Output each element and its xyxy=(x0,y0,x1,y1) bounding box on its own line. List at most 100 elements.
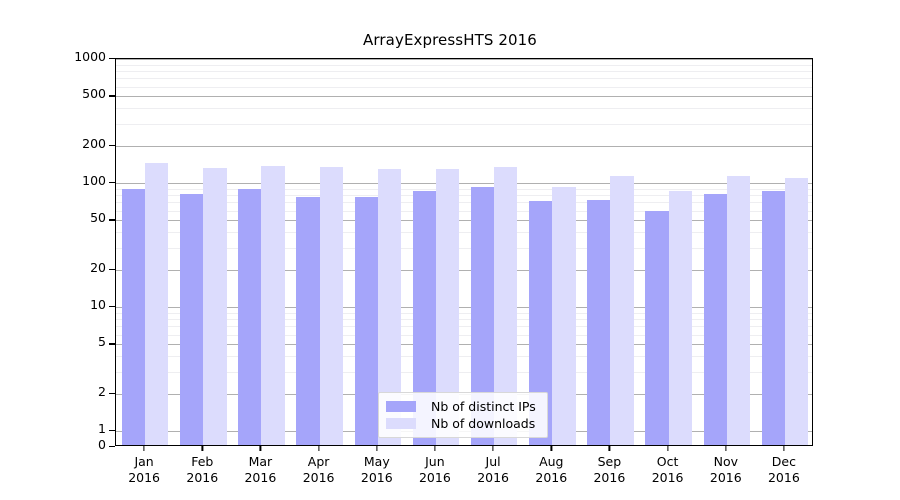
gridline-minor xyxy=(116,71,812,72)
legend-label-ips: Nb of distinct IPs xyxy=(431,399,536,414)
bar-distinct-ips xyxy=(529,201,553,445)
y-tick-label: 1000 xyxy=(74,49,106,64)
legend-swatch-ips xyxy=(386,401,416,412)
bar-downloads xyxy=(552,187,576,445)
plot-area xyxy=(115,58,813,446)
x-tick-mark xyxy=(201,446,203,451)
x-axis-tick: Sep 2016 xyxy=(593,446,625,486)
bar-distinct-ips xyxy=(645,211,669,445)
gridline-minor xyxy=(116,195,812,196)
x-tick-label-month: Dec xyxy=(771,454,796,469)
x-tick-label-month: Apr xyxy=(307,454,330,469)
y-tick-label: 50 xyxy=(90,210,106,226)
gridline-minor xyxy=(116,232,812,234)
x-tick-label-year: 2016 xyxy=(186,470,219,485)
y-tick-label: 500 xyxy=(82,86,106,102)
legend-swatch-downloads xyxy=(386,418,416,429)
bar-distinct-ips xyxy=(587,200,611,445)
bar-distinct-ips xyxy=(180,193,204,445)
bar-downloads xyxy=(726,175,751,445)
x-axis-tick: Jan 2016 xyxy=(128,446,160,486)
x-tick-mark xyxy=(376,446,378,451)
gridline-minor xyxy=(116,326,812,328)
x-axis-tick: Nov 2016 xyxy=(710,446,742,486)
bar-distinct-ips xyxy=(470,187,495,445)
y-tick-mark xyxy=(109,392,115,395)
x-tick-mark xyxy=(550,446,552,451)
y-tick-mark xyxy=(109,95,115,97)
x-tick-label-month: Jul xyxy=(485,454,501,469)
gridline-minor xyxy=(116,356,812,358)
x-tick-mark xyxy=(259,446,262,451)
y-tick-label: 5 xyxy=(98,334,106,350)
legend-label-downloads: Nb of downloads xyxy=(431,416,536,431)
x-tick-label-year: 2016 xyxy=(767,470,800,485)
y-tick-mark xyxy=(109,219,115,221)
x-tick-mark xyxy=(783,446,785,451)
x-tick-label-month: Oct xyxy=(656,454,679,469)
bar-downloads xyxy=(494,166,518,445)
gridline-minor xyxy=(116,202,812,204)
bar-downloads xyxy=(610,175,634,445)
x-axis: Jan 2016 Feb 2016 Mar 2016 Apr 2016 May 2016 Jun 20… xyxy=(115,446,813,500)
x-tick-label-year: 2016 xyxy=(244,470,277,485)
y-tick-mark xyxy=(109,182,115,184)
x-axis-tick: Jul 2016 xyxy=(477,446,509,486)
gridline-major xyxy=(116,183,812,184)
x-axis-tick: Aug 2016 xyxy=(535,446,567,486)
x-tick-mark xyxy=(608,446,611,451)
x-tick-mark xyxy=(725,446,727,451)
x-axis-tick: May 2016 xyxy=(361,446,393,486)
y-tick-label: 100 xyxy=(82,173,106,188)
x-tick-label-month: Feb xyxy=(191,454,214,469)
bar-distinct-ips xyxy=(354,197,378,445)
gridline-major xyxy=(116,269,812,271)
gridline-minor xyxy=(116,108,812,110)
legend-item-ips: Nb of distinct IPs xyxy=(386,398,539,415)
gridline-minor xyxy=(116,319,812,320)
bar-distinct-ips xyxy=(412,191,436,445)
gridline-major xyxy=(116,307,812,308)
bar-downloads xyxy=(377,169,402,445)
gridline-minor xyxy=(116,64,812,66)
bar-distinct-ips xyxy=(296,197,320,445)
x-tick-label-month: May xyxy=(363,454,390,469)
bar-downloads xyxy=(261,165,285,445)
gridline-major xyxy=(116,344,812,346)
gridline-minor xyxy=(116,188,812,190)
x-axis-tick: Dec 2016 xyxy=(768,446,800,486)
bar-downloads xyxy=(319,166,343,445)
y-tick-label: 20 xyxy=(90,259,106,275)
x-tick-label-month: Aug xyxy=(539,454,564,469)
x-tick-label-month: Jan xyxy=(134,454,154,469)
x-tick-label-month: Nov xyxy=(713,454,738,469)
bar-distinct-ips xyxy=(703,193,727,445)
gridline-major xyxy=(116,145,812,147)
gridline-minor xyxy=(116,334,812,336)
bar-distinct-ips xyxy=(121,189,146,445)
x-axis-tick: Oct 2016 xyxy=(652,446,684,486)
bar-downloads xyxy=(784,177,809,445)
y-tick-label: 10 xyxy=(90,297,106,312)
gridline-minor xyxy=(116,78,812,80)
x-axis-tick: Mar 2016 xyxy=(244,446,276,486)
x-tick-label-year: 2016 xyxy=(360,470,393,485)
bar-downloads xyxy=(203,167,227,445)
gridline-minor xyxy=(116,210,812,212)
y-tick-mark xyxy=(109,306,115,308)
y-tick-mark xyxy=(109,58,115,60)
gridline-major xyxy=(116,59,812,60)
gridline-minor xyxy=(116,123,812,125)
x-tick-label-month: Sep xyxy=(597,454,622,469)
bar-downloads xyxy=(668,191,692,445)
y-tick-label: 0 xyxy=(98,437,106,452)
x-tick-mark xyxy=(666,446,669,451)
chart-legend: Nb of distinct IPs Nb of downloads xyxy=(378,392,548,438)
y-axis: 0 1 2 5 10 20 50 100 200 500 1000 xyxy=(0,49,115,452)
x-tick-mark xyxy=(492,446,494,451)
y-tick-label: 2 xyxy=(98,383,106,399)
x-tick-label-year: 2016 xyxy=(477,470,509,485)
x-tick-mark xyxy=(317,446,320,451)
x-tick-label-year: 2016 xyxy=(302,470,335,485)
y-tick-mark xyxy=(109,343,115,345)
